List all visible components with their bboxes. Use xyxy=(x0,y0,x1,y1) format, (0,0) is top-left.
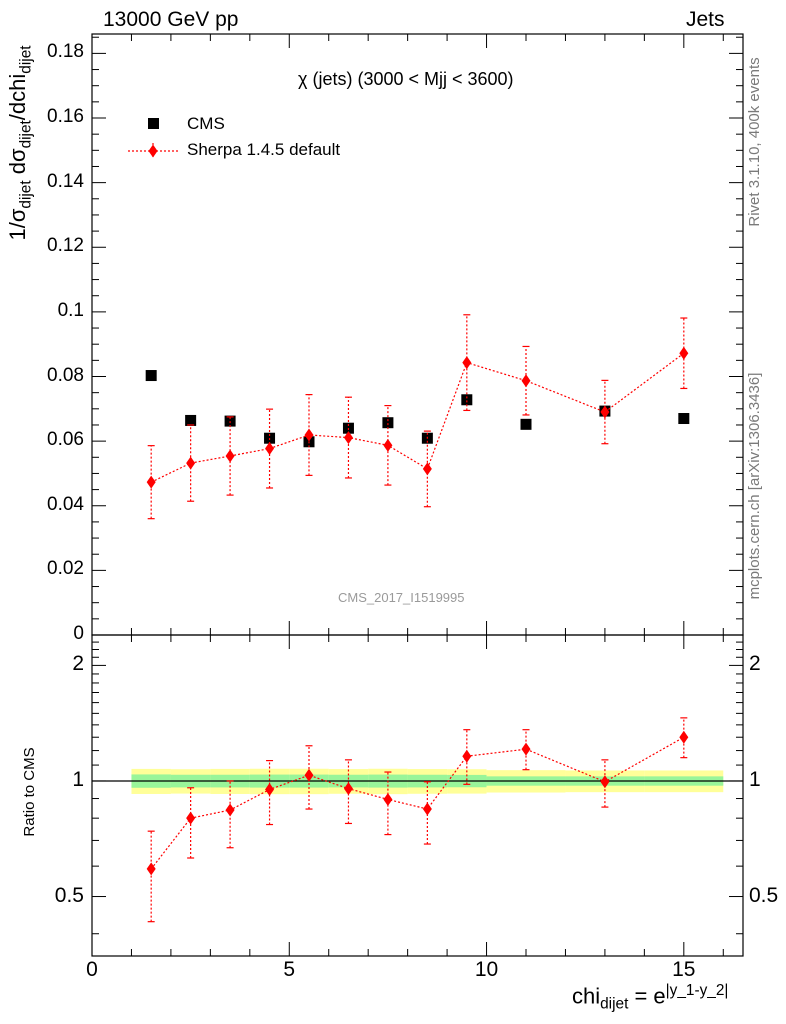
sherpa-point-2 xyxy=(225,449,235,463)
ratio-point-8 xyxy=(462,749,472,763)
main-ytick-label-0: 0 xyxy=(73,623,84,644)
legend-marker-sherpa xyxy=(148,144,158,158)
ylabel-part-a: 1/σ xyxy=(5,208,30,241)
ratio-ytick-label-left-0: 0.5 xyxy=(54,883,84,907)
main-ytick-label-8: 0.16 xyxy=(47,106,84,127)
ylabel-sub-b: dijet xyxy=(17,120,35,149)
sherpa-point-5 xyxy=(343,431,353,445)
main-ytick-label-3: 0.06 xyxy=(47,429,84,451)
ratio-y-axis-label: Ratio to CMS xyxy=(20,732,40,852)
ylabel-sub-a: dijet xyxy=(17,180,35,209)
xlabel-base: chi xyxy=(572,983,601,1009)
header-left: 13000 GeV pp xyxy=(103,8,239,31)
sherpa-point-7 xyxy=(422,462,432,476)
legend-label-sherpa: Sherpa 1.4.5 default xyxy=(187,140,341,159)
axis-ticks xyxy=(91,34,743,956)
cms-point-8 xyxy=(461,394,473,406)
xtick-label-0: 0 xyxy=(86,958,98,981)
legend-marker-cms xyxy=(148,118,159,129)
ratio-point-3 xyxy=(265,783,275,797)
ratio-ytick-label-left-1: 1 xyxy=(72,767,84,791)
ylabel-sub-c: dijet xyxy=(17,45,35,74)
main-ytick-label-9: 0.18 xyxy=(47,41,84,63)
xtick-label-2: 10 xyxy=(474,958,499,981)
x-axis-label: chidijet = e|y_1-y_2| xyxy=(572,982,728,1014)
sherpa-point-8 xyxy=(462,356,472,370)
main-plot-series xyxy=(145,314,690,520)
ratio-point-0 xyxy=(146,862,156,876)
main-ytick-label-4: 0.08 xyxy=(47,364,84,386)
ratio-point-11 xyxy=(679,730,689,744)
plot-title: χ (jets) (3000 < Mjj < 3600) xyxy=(298,69,514,89)
sherpa-point-0 xyxy=(146,475,156,489)
ratio-plot-series xyxy=(146,717,689,923)
sherpa-point-9 xyxy=(521,374,531,388)
side-label-rivet-text: Rivet 3.1.10, 400k events xyxy=(746,57,763,227)
sherpa-line xyxy=(150,352,685,483)
analysis-id: CMS_2017_I1519995 xyxy=(338,590,465,605)
header-right: Jets xyxy=(686,8,725,31)
xlabel-eq: = e xyxy=(628,983,666,1009)
xlabel-exp: |y_1-y_2| xyxy=(665,982,729,999)
ratio-ytick-label-right-2: 2 xyxy=(749,652,761,676)
main-y-axis-label: 1/σdijet dσdijet/dchidijet xyxy=(1,3,35,283)
sherpa-point-6 xyxy=(383,438,393,452)
legend-markers xyxy=(128,118,178,159)
plot-frames xyxy=(91,33,744,957)
sherpa-point-4 xyxy=(304,428,314,442)
ratio-point-4 xyxy=(304,768,314,782)
cms-point-9 xyxy=(520,418,532,430)
sherpa-point-3 xyxy=(265,442,275,456)
xtick-label-3: 15 xyxy=(672,958,696,981)
ratio-point-1 xyxy=(186,811,196,825)
legend-label-cms: CMS xyxy=(187,114,225,133)
ratio-point-5 xyxy=(343,782,353,796)
sherpa-point-11 xyxy=(679,346,689,360)
ratio-sherpa-line xyxy=(150,736,685,870)
ratio-point-2 xyxy=(225,803,235,817)
main-ytick-label-7: 0.14 xyxy=(47,170,84,192)
ratio-point-6 xyxy=(383,792,393,806)
ylabel-part-b: dσ xyxy=(5,148,30,181)
ratio-ytick-label-right-0: 0.5 xyxy=(749,883,779,907)
cms-point-11 xyxy=(678,413,690,425)
ratio-ylabel-text: Ratio to CMS xyxy=(21,747,38,837)
main-ytick-label-6: 0.12 xyxy=(47,235,84,257)
ylabel-part-c: /dchi xyxy=(5,73,30,121)
sherpa-point-10 xyxy=(600,405,610,419)
sherpa-point-1 xyxy=(186,456,196,470)
ratio-point-10 xyxy=(600,775,610,789)
ratio-plot-frame xyxy=(91,634,744,957)
main-ytick-label-5: 0.1 xyxy=(57,299,84,321)
xlabel-base-sub: dijet xyxy=(600,995,629,1013)
side-label-mcplots: mcplots.cern.ch [arXiv:1306.3436] xyxy=(745,351,765,621)
ratio-point-7 xyxy=(422,802,432,816)
side-label-rivet: Rivet 3.1.10, 400k events xyxy=(745,17,765,267)
cms-point-6 xyxy=(382,417,394,429)
main-ytick-label-1: 0.02 xyxy=(47,558,84,580)
ratio-ytick-label-right-1: 1 xyxy=(749,767,761,791)
cms-point-1 xyxy=(185,414,197,426)
main-ytick-label-2: 0.04 xyxy=(47,493,84,515)
ratio-point-9 xyxy=(521,742,531,756)
side-label-mcplots-text: mcplots.cern.ch [arXiv:1306.3436] xyxy=(746,372,763,600)
xtick-label-1: 5 xyxy=(283,958,296,981)
cms-point-0 xyxy=(145,370,157,382)
ratio-ytick-label-left-2: 2 xyxy=(72,652,84,676)
